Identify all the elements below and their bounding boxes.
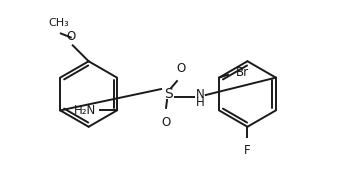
Text: Br: Br (236, 66, 249, 79)
Text: O: O (66, 30, 75, 43)
Text: H: H (195, 96, 204, 109)
Text: O: O (176, 62, 185, 75)
Text: F: F (244, 144, 251, 157)
Text: N: N (195, 87, 204, 100)
Text: CH₃: CH₃ (48, 19, 69, 28)
Text: O: O (162, 116, 171, 129)
Text: S: S (164, 87, 172, 101)
Text: H₂N: H₂N (74, 104, 96, 117)
